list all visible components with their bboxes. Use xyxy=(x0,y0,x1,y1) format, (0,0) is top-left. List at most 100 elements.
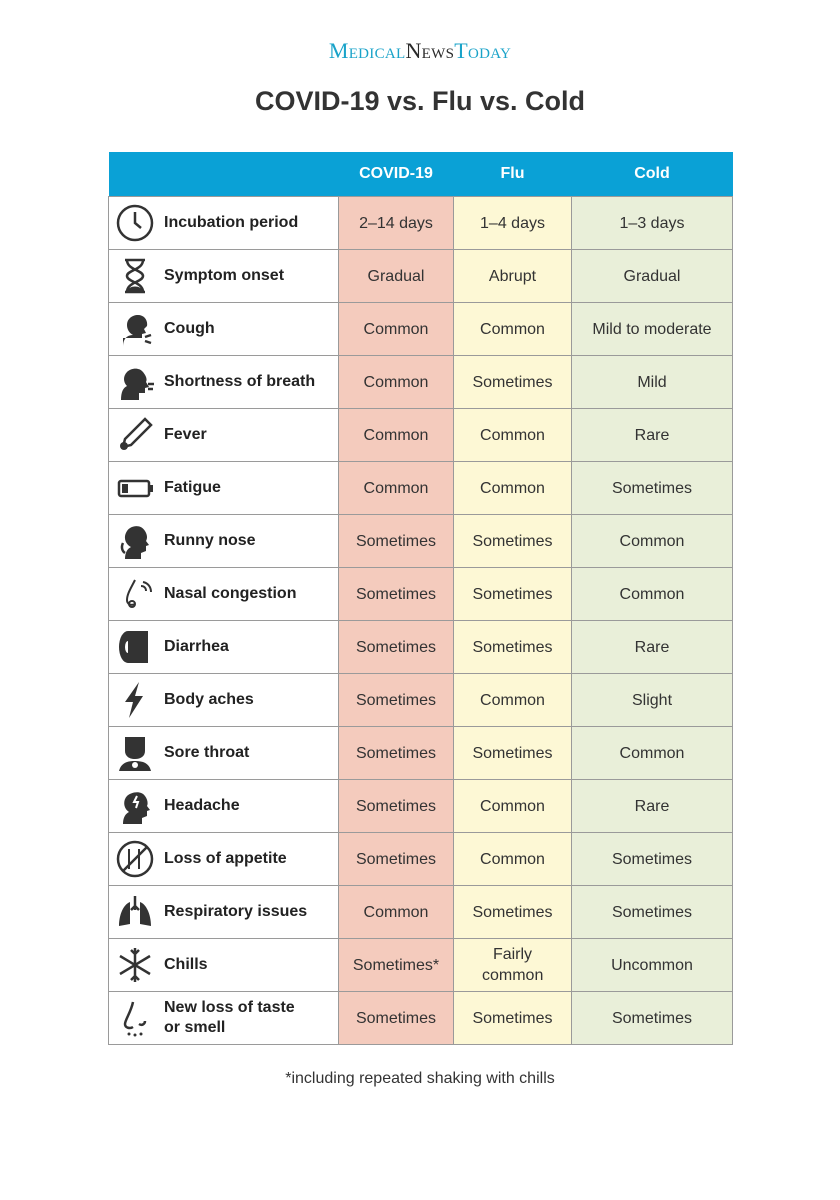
symptom-cell: Body aches xyxy=(108,673,339,727)
cold-cell: Common xyxy=(571,726,733,780)
covid-cell: Sometimes xyxy=(338,567,454,621)
toilet-paper-icon xyxy=(114,626,156,668)
covid-cell: Common xyxy=(338,885,454,939)
symptom-label: Fever xyxy=(164,426,207,443)
covid-cell: Sometimes xyxy=(338,514,454,568)
no-food-icon xyxy=(114,838,156,880)
cold-cell: Sometimes xyxy=(571,885,733,939)
table-row: Nasal congestion Sometimes Sometimes Com… xyxy=(108,567,733,621)
sore-throat-icon xyxy=(114,732,156,774)
nose-congestion-icon xyxy=(114,573,156,615)
cold-cell: Sometimes xyxy=(571,991,733,1045)
flu-cell: Sometimes xyxy=(453,991,572,1045)
cold-cell: Sometimes xyxy=(571,832,733,886)
thermometer-icon xyxy=(114,414,156,456)
flu-cell: Common xyxy=(453,461,572,515)
table-row: New loss of taste or smell Sometimes Som… xyxy=(108,991,733,1045)
table-row: Fever Common Common Rare xyxy=(108,408,733,462)
cold-cell: Common xyxy=(571,514,733,568)
snowflake-icon xyxy=(114,944,156,986)
symptom-label: New loss of taste or smell xyxy=(164,999,295,1036)
flu-cell: Sometimes xyxy=(453,514,572,568)
symptom-label: Respiratory issues xyxy=(164,903,308,920)
table-row: Fatigue Common Common Sometimes xyxy=(108,461,733,515)
table-row: Cough Common Common Mild to moderate xyxy=(108,302,733,356)
cold-cell: Rare xyxy=(571,408,733,462)
covid-cell: Common xyxy=(338,461,454,515)
header-cold: Cold xyxy=(571,152,733,197)
table-row: Diarrhea Sometimes Sometimes Rare xyxy=(108,620,733,674)
symptom-cell: Chills xyxy=(108,938,339,992)
flu-cell: Abrupt xyxy=(453,249,572,303)
footnote: *including repeated shaking with chills xyxy=(285,1070,555,1087)
flu-cell: Sometimes xyxy=(453,567,572,621)
covid-cell: Sometimes xyxy=(338,726,454,780)
page-title: COVID-19 vs. Flu vs. Cold xyxy=(254,86,586,116)
symptom-cell: Diarrhea xyxy=(108,620,339,674)
symptom-cell: Symptom onset xyxy=(108,249,339,303)
hourglass-icon xyxy=(114,255,156,297)
cold-cell: Uncommon xyxy=(571,938,733,992)
cold-cell: Rare xyxy=(571,620,733,674)
table-row: Chills Sometimes* Fairly common Uncommon xyxy=(108,938,733,992)
cold-cell: Sometimes xyxy=(571,461,733,515)
symptom-label: Symptom onset xyxy=(164,267,285,284)
table-row: Respiratory issues Common Sometimes Some… xyxy=(108,885,733,939)
symptom-cell: Headache xyxy=(108,779,339,833)
table-row: Body aches Sometimes Common Slight xyxy=(108,673,733,727)
header-row: COVID-19 Flu Cold xyxy=(108,152,733,197)
cold-cell: Rare xyxy=(571,779,733,833)
flu-cell: Common xyxy=(453,832,572,886)
table-row: Headache Sometimes Common Rare xyxy=(108,779,733,833)
headache-icon xyxy=(114,785,156,827)
flu-cell: Sometimes xyxy=(453,726,572,780)
cold-cell: 1–3 days xyxy=(571,196,733,250)
symptom-cell: Cough xyxy=(108,302,339,356)
covid-cell: Common xyxy=(338,355,454,409)
breath-icon xyxy=(114,361,156,403)
symptom-cell: Loss of appetite xyxy=(108,832,339,886)
symptom-label: Chills xyxy=(164,956,208,973)
nose-icon xyxy=(114,997,156,1039)
covid-cell: Sometimes xyxy=(338,673,454,727)
symptom-cell: Shortness of breath xyxy=(108,355,339,409)
symptom-label: Incubation period xyxy=(164,214,299,231)
table-row: Incubation period 2–14 days 1–4 days 1–3… xyxy=(108,196,733,250)
table-row: Sore throat Sometimes Sometimes Common xyxy=(108,726,733,780)
covid-cell: Common xyxy=(338,302,454,356)
table-row: Runny nose Sometimes Sometimes Common xyxy=(108,514,733,568)
symptom-cell: Incubation period xyxy=(108,196,339,250)
header-covid: COVID-19 xyxy=(338,152,454,197)
flu-cell: Sometimes xyxy=(453,885,572,939)
cold-cell: Mild to moderate xyxy=(571,302,733,356)
cold-cell: Gradual xyxy=(571,249,733,303)
header-flu: Flu xyxy=(453,152,572,197)
covid-cell: Gradual xyxy=(338,249,454,303)
flu-cell: Sometimes xyxy=(453,355,572,409)
symptom-label: Loss of appetite xyxy=(164,850,287,867)
runny-nose-icon xyxy=(114,520,156,562)
symptom-label: Fatigue xyxy=(164,479,221,496)
cold-cell: Mild xyxy=(571,355,733,409)
symptom-label: Headache xyxy=(164,797,240,814)
covid-cell: 2–14 days xyxy=(338,196,454,250)
symptom-cell: Fever xyxy=(108,408,339,462)
cold-cell: Slight xyxy=(571,673,733,727)
low-battery-icon xyxy=(114,467,156,509)
symptom-label: Body aches xyxy=(164,691,254,708)
lightning-icon xyxy=(114,679,156,721)
logo: MedicalNewsToday xyxy=(0,38,840,64)
covid-cell: Common xyxy=(338,408,454,462)
logo-news: News xyxy=(405,38,455,63)
symptom-label: Shortness of breath xyxy=(164,373,316,390)
comparison-table: COVID-19 Flu Cold Incubation period 2–14… xyxy=(108,152,733,1045)
flu-cell: Common xyxy=(453,302,572,356)
cold-cell: Common xyxy=(571,567,733,621)
clock-icon xyxy=(114,202,156,244)
covid-cell: Sometimes xyxy=(338,779,454,833)
covid-cell: Sometimes* xyxy=(338,938,454,992)
symptom-cell: Runny nose xyxy=(108,514,339,568)
table-row: Shortness of breath Common Sometimes Mil… xyxy=(108,355,733,409)
symptom-label: Runny nose xyxy=(164,532,256,549)
symptom-cell: New loss of taste or smell xyxy=(108,991,339,1045)
